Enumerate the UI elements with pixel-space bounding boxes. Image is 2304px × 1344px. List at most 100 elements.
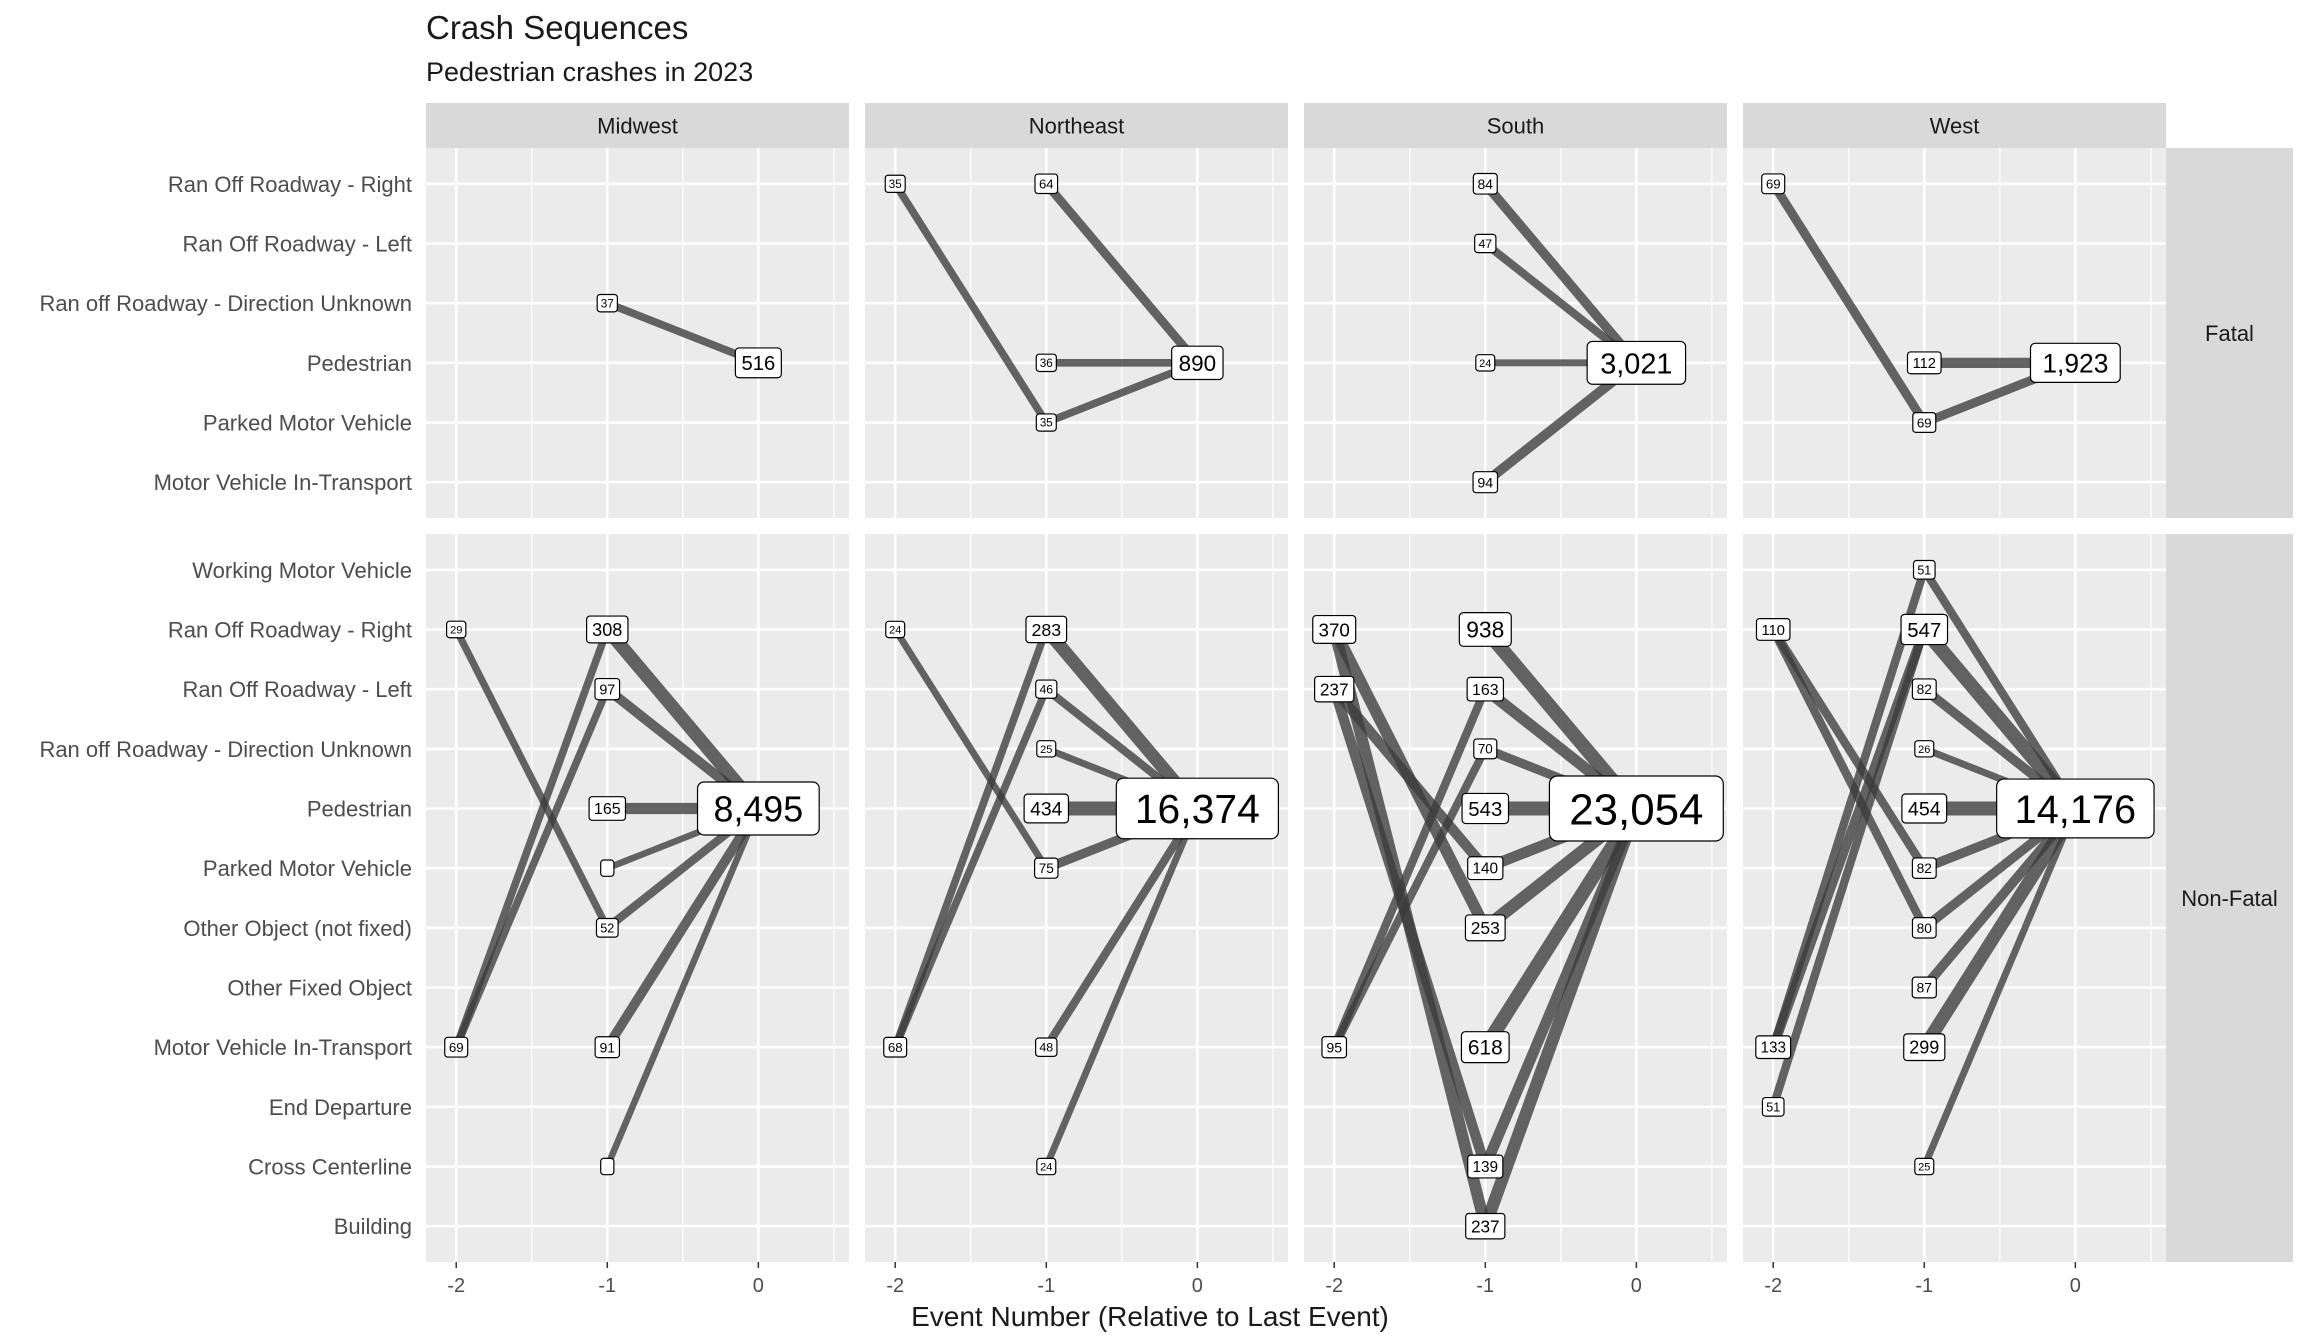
node-label-box bbox=[1036, 740, 1057, 758]
node-pedestrian: 454 bbox=[1901, 793, 1948, 824]
panel-background bbox=[426, 148, 849, 518]
nodes: 84 47 24 94 3,021 bbox=[1472, 172, 1687, 494]
node-count-label: 14,176 bbox=[2015, 788, 2136, 832]
node-count-label: 36 bbox=[1040, 357, 1053, 370]
panel-fatal-northeast: 35 64 36 35 890 bbox=[865, 148, 1288, 518]
node-count-label: 91 bbox=[599, 1039, 615, 1055]
node-pedestrian: 543 bbox=[1461, 792, 1510, 825]
node-label-box bbox=[734, 347, 782, 379]
node-count-label: 95 bbox=[1326, 1040, 1342, 1056]
node-ran-off-roadway-left: 163 bbox=[1466, 676, 1505, 702]
node-count-label: 35 bbox=[1040, 417, 1053, 430]
node-ran-off-roadway-right: 283 bbox=[1025, 615, 1068, 644]
node-motor-vehicle-in-transport: 91 bbox=[594, 1036, 621, 1059]
node-label-box bbox=[1911, 857, 1937, 879]
y-tick-label: Pedestrian bbox=[307, 351, 412, 376]
node-label-box bbox=[1472, 172, 1498, 195]
node-label-box bbox=[883, 1036, 908, 1058]
x-tick-label: -2 bbox=[886, 1275, 904, 1297]
node-count-label: 94 bbox=[1477, 475, 1493, 491]
node-label-box bbox=[1912, 559, 1936, 580]
node-ran-off-roadway-right: 308 bbox=[586, 615, 629, 644]
node-cross-centerline bbox=[600, 1157, 615, 1176]
node-pedestrian: 16,374 bbox=[1115, 777, 1280, 840]
node-label-box bbox=[1458, 612, 1512, 647]
node-label-box bbox=[1475, 354, 1496, 372]
sequence-link bbox=[1479, 804, 1643, 1051]
node-label-box bbox=[1761, 173, 1786, 195]
node-label-box bbox=[594, 1036, 621, 1059]
y-tick-label: Ran off Roadway - Direction Unknown bbox=[39, 737, 412, 762]
sequence-link bbox=[1042, 180, 1201, 366]
node-end-departure: 51 bbox=[1761, 1096, 1785, 1117]
node-label-box bbox=[588, 796, 627, 821]
nodes: 370 237 95 938 163 70 543 140 253 618 139 237 23,054 bbox=[1312, 612, 1724, 1240]
node-count-label: 112 bbox=[1913, 356, 1936, 372]
node-count-label: 84 bbox=[1478, 176, 1494, 192]
node-count-label: 25 bbox=[1040, 744, 1052, 756]
panel-background bbox=[865, 148, 1288, 518]
node-count-label: 37 bbox=[601, 297, 614, 310]
node-pedestrian: 112 bbox=[1906, 351, 1942, 375]
node-count-label: 163 bbox=[1472, 682, 1499, 699]
node-count-label: 75 bbox=[1039, 861, 1054, 876]
node-pedestrian: 14,176 bbox=[1996, 778, 2155, 839]
panel-background bbox=[865, 534, 1288, 1262]
node-count-label: 299 bbox=[1909, 1038, 1939, 1058]
node-ran-off-roadway-direction-unknown: 25 bbox=[1036, 740, 1057, 758]
node-pedestrian: 165 bbox=[588, 796, 627, 821]
nodes: 24 68 283 46 25 434 75 48 24 16,374 bbox=[883, 615, 1280, 1176]
node-count-label: 253 bbox=[1471, 918, 1500, 938]
y-tick-label: Motor Vehicle In-Transport bbox=[154, 470, 412, 495]
node-pedestrian: 3,021 bbox=[1586, 340, 1687, 385]
node-count-label: 48 bbox=[1039, 1041, 1053, 1055]
panel-fatal-midwest: 37 516 bbox=[426, 148, 849, 518]
node-label-box bbox=[1474, 233, 1497, 254]
nodes: 110 133 51 51 547 82 26 454 82 80 87 299 25 14,176 bbox=[1755, 559, 2155, 1176]
node-count-label: 139 bbox=[1472, 1159, 1498, 1176]
strip-label-midwest: Midwest bbox=[597, 114, 678, 139]
strip-west bbox=[1743, 103, 2166, 148]
node-label-box bbox=[1911, 678, 1937, 700]
x-tick-label: -1 bbox=[1037, 1275, 1055, 1297]
nodes: 69 112 69 1,923 bbox=[1761, 173, 2121, 433]
node-label-box bbox=[1035, 679, 1058, 699]
node-label-box bbox=[1035, 353, 1057, 373]
node-count-label: 69 bbox=[1917, 415, 1932, 430]
node-ran-off-roadway-right: 69 bbox=[1761, 173, 1786, 195]
sequence-link bbox=[603, 805, 763, 1050]
chart-subtitle: Pedestrian crashes in 2023 bbox=[426, 57, 753, 87]
panel-content: 84 47 24 94 3,021 bbox=[1472, 172, 1687, 494]
node-ran-off-roadway-direction-unknown: 26 bbox=[1914, 740, 1935, 758]
node-count-label: 46 bbox=[1039, 683, 1053, 697]
panel-content: 35 64 36 35 890 bbox=[884, 173, 1224, 432]
node-cross-centerline: 139 bbox=[1467, 1154, 1504, 1179]
sequence-link bbox=[1921, 807, 2079, 1168]
node-label-box bbox=[596, 293, 618, 313]
node-ran-off-roadway-right: 110 bbox=[1755, 618, 1791, 641]
node-motor-vehicle-in-transport: 48 bbox=[1035, 1037, 1058, 1057]
sequence-link bbox=[1769, 627, 1928, 871]
node-label-box bbox=[885, 620, 906, 639]
node-count-label: 52 bbox=[600, 921, 614, 935]
node-count-label: 64 bbox=[1039, 177, 1054, 192]
node-pedestrian: 8,495 bbox=[696, 781, 820, 836]
node-label-box bbox=[1023, 793, 1070, 824]
node-count-label: 47 bbox=[1478, 237, 1492, 251]
node-label-box bbox=[600, 859, 615, 877]
strip-fatal bbox=[2166, 148, 2293, 518]
node-label-box bbox=[2029, 342, 2121, 383]
node-ran-off-roadway-left: 82 bbox=[1911, 678, 1937, 700]
node-label-box bbox=[1466, 676, 1505, 702]
sequence-link bbox=[452, 628, 611, 1049]
panel-content: 24 68 283 46 25 434 75 48 24 16,374 bbox=[883, 615, 1280, 1176]
node-count-label: 70 bbox=[1478, 742, 1493, 757]
sequence-link bbox=[1043, 807, 1201, 1168]
node-parked-motor-vehicle: 82 bbox=[1911, 857, 1937, 879]
y-tick-label: Ran off Roadway - Direction Unknown bbox=[39, 291, 412, 316]
panel-non-fatal-south: 370 237 95 938 163 70 543 140 253 618 139 237 23,054 bbox=[1304, 534, 1727, 1262]
node-building: 237 bbox=[1465, 1212, 1506, 1240]
node-count-label: 370 bbox=[1319, 619, 1350, 640]
node-label-box bbox=[1906, 351, 1942, 375]
node-motor-vehicle-in-transport: 299 bbox=[1903, 1033, 1946, 1062]
